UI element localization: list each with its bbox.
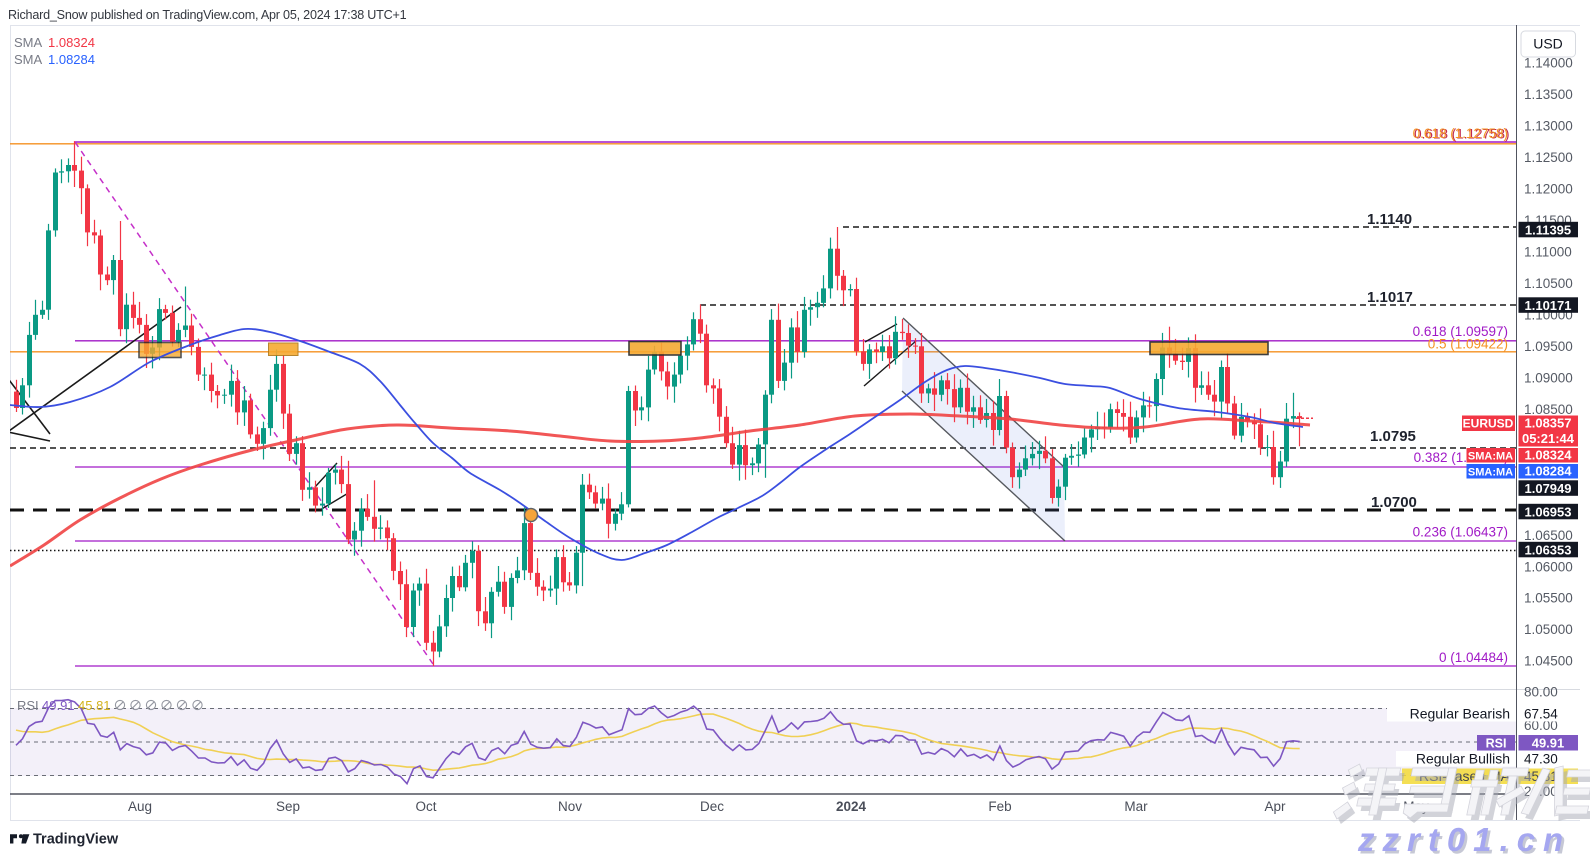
- svg-text:RSI: RSI: [1486, 737, 1507, 751]
- svg-text:Dec: Dec: [700, 799, 724, 814]
- svg-text:49.91: 49.91: [42, 698, 75, 713]
- svg-text:1.08500: 1.08500: [1524, 402, 1573, 417]
- svg-text:Regular Bearish: Regular Bearish: [1410, 706, 1510, 722]
- svg-text:60.00: 60.00: [1524, 718, 1558, 733]
- svg-text:0 (1.04484): 0 (1.04484): [1439, 650, 1508, 665]
- svg-text:1.09000: 1.09000: [1524, 370, 1573, 385]
- svg-text:SMA:MA: SMA:MA: [1468, 467, 1513, 479]
- svg-text:1.05000: 1.05000: [1524, 622, 1573, 637]
- svg-text:Oct: Oct: [415, 799, 436, 814]
- svg-text:1.05500: 1.05500: [1524, 591, 1573, 606]
- svg-text:80.00: 80.00: [1524, 685, 1558, 700]
- svg-text:1.08284: 1.08284: [48, 52, 95, 67]
- svg-text:zzrt01.cn: zzrt01.cn: [1357, 821, 1571, 857]
- svg-text:Aug: Aug: [128, 799, 152, 814]
- svg-text:SMA: SMA: [14, 35, 43, 50]
- svg-text:1.11395: 1.11395: [1525, 222, 1571, 237]
- svg-text:1.12000: 1.12000: [1524, 182, 1573, 197]
- svg-text:SMA: SMA: [14, 52, 43, 67]
- svg-text:1.0795: 1.0795: [1370, 428, 1416, 445]
- svg-text:1.13500: 1.13500: [1524, 87, 1573, 102]
- svg-text:0.618 (1.12758): 0.618 (1.12758): [1413, 126, 1508, 141]
- svg-text:Sep: Sep: [276, 799, 300, 814]
- svg-text:SMA:MA: SMA:MA: [1468, 451, 1513, 463]
- svg-text:45.81: 45.81: [78, 698, 111, 713]
- svg-text:0.236 (1.06437): 0.236 (1.06437): [1413, 525, 1508, 540]
- svg-text:1.11000: 1.11000: [1524, 245, 1572, 260]
- svg-text:0.618 (1.12758): 0.618 (1.12758): [1414, 127, 1509, 142]
- svg-text:1.12500: 1.12500: [1524, 150, 1573, 165]
- svg-text:05:21:44: 05:21:44: [1522, 431, 1575, 446]
- svg-text:Nov: Nov: [558, 799, 582, 814]
- svg-text:1.06500: 1.06500: [1524, 528, 1573, 543]
- svg-text:1.13000: 1.13000: [1524, 119, 1573, 134]
- svg-text:1.10171: 1.10171: [1525, 298, 1572, 313]
- svg-text:47.30: 47.30: [1524, 752, 1558, 767]
- svg-text:Richard_Snow published on Trad: Richard_Snow published on TradingView.co…: [8, 8, 407, 22]
- svg-text:1.06953: 1.06953: [1525, 504, 1572, 519]
- svg-text:1.08284: 1.08284: [1525, 464, 1573, 479]
- svg-text:2024: 2024: [836, 799, 867, 814]
- svg-text:EURUSD: EURUSD: [1463, 417, 1514, 431]
- svg-text:1.08324: 1.08324: [1525, 448, 1573, 463]
- svg-text:Regular Bullish: Regular Bullish: [1416, 751, 1510, 767]
- svg-text:RSI: RSI: [17, 698, 39, 713]
- svg-text:1.08324: 1.08324: [48, 35, 95, 50]
- svg-text:TradingView: TradingView: [33, 832, 119, 848]
- svg-text:zzrt01.cn: zzrt01.cn: [1360, 824, 1574, 857]
- svg-text:Apr: Apr: [1264, 799, 1286, 814]
- svg-text:1.07949: 1.07949: [1525, 481, 1572, 496]
- svg-text:67.54: 67.54: [1524, 707, 1558, 722]
- svg-text:1.04500: 1.04500: [1524, 654, 1573, 669]
- svg-text:0.5 (1.09422): 0.5 (1.09422): [1428, 337, 1508, 352]
- svg-text:USD: USD: [1533, 36, 1563, 52]
- svg-text:Feb: Feb: [988, 799, 1011, 814]
- svg-text:1.14000: 1.14000: [1524, 56, 1573, 71]
- svg-text:1.06000: 1.06000: [1524, 559, 1573, 574]
- svg-text:1.09500: 1.09500: [1524, 339, 1573, 354]
- svg-text:0.618 (1.09597): 0.618 (1.09597): [1413, 324, 1508, 339]
- svg-text:1.0700: 1.0700: [1371, 494, 1417, 511]
- svg-text:1.08357: 1.08357: [1525, 416, 1572, 431]
- svg-text:1.1017: 1.1017: [1367, 289, 1413, 306]
- svg-text:1.10500: 1.10500: [1524, 276, 1573, 291]
- svg-text:49.91: 49.91: [1532, 736, 1565, 751]
- svg-text:1.06353: 1.06353: [1525, 542, 1572, 557]
- svg-text:1.1140: 1.1140: [1367, 211, 1412, 228]
- svg-text:Mar: Mar: [1124, 799, 1148, 814]
